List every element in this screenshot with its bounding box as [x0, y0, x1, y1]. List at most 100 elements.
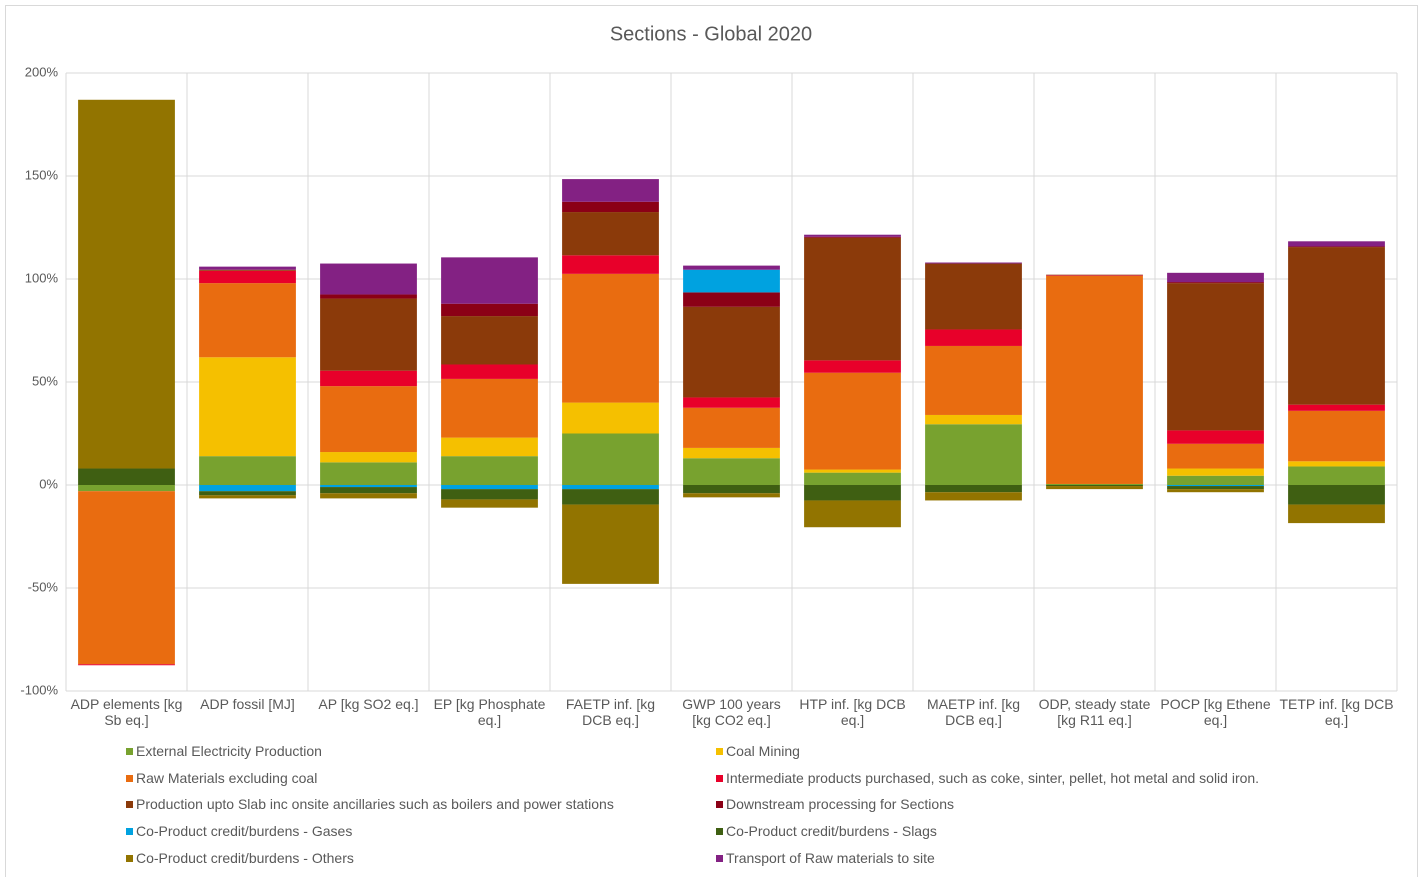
bar-segment — [804, 472, 901, 485]
bar-segment — [925, 424, 1022, 485]
bar-segment — [441, 378, 538, 438]
y-tick-label: -50% — [28, 579, 59, 594]
bar-segment — [320, 485, 417, 488]
bar-segment — [925, 414, 1022, 425]
bar-segment — [804, 500, 901, 528]
legend-item: Co-Product credit/burdens - Slags — [716, 823, 937, 839]
bar-segment — [199, 269, 296, 271]
legend-item: Raw Materials excluding coal — [126, 770, 317, 786]
bar-segment — [199, 283, 296, 358]
legend-marker — [126, 748, 133, 755]
bar-segment — [441, 456, 538, 485]
legend-marker — [716, 854, 723, 862]
bar-segment — [78, 491, 175, 665]
legend-marker — [126, 801, 133, 809]
bar-segment — [925, 492, 1022, 501]
bar-segment — [1046, 275, 1143, 276]
legend-marker — [716, 774, 723, 782]
bar-segment — [925, 485, 1022, 493]
legend-marker — [716, 801, 723, 809]
bar-segment — [1167, 486, 1264, 490]
bar-segment — [683, 407, 780, 448]
bar-segment — [562, 179, 659, 202]
chart-border — [5, 5, 1418, 877]
legend-item: Intermediate products purchased, such as… — [716, 770, 1259, 786]
bar-segment — [199, 270, 296, 284]
legend-item: Production upto Slab inc onsite ancillar… — [126, 796, 614, 812]
bar-segment — [320, 487, 417, 494]
bar-segment — [1046, 486, 1143, 490]
bar-segment — [1046, 275, 1143, 484]
y-tick-label: 100% — [25, 270, 59, 285]
bar-segment — [1046, 483, 1143, 485]
bar-segment — [804, 360, 901, 373]
x-tick-label: ODP, steady state [kg R11 eq.] — [1038, 696, 1151, 728]
bar-segment — [562, 485, 659, 490]
legend-label: Co-Product credit/burdens - Gases — [136, 823, 353, 840]
bar-segment — [1288, 461, 1385, 467]
bar-segment — [562, 489, 659, 505]
bar-segment — [1046, 485, 1143, 487]
y-tick-label: 50% — [32, 373, 58, 388]
x-tick-label: FAETP inf. [kg DCB eq.] — [565, 696, 656, 728]
legend-item: Coal Mining — [716, 743, 800, 759]
bar-segment — [441, 489, 538, 500]
legend-item: External Electricity Production — [126, 743, 322, 759]
legend-label: Transport of Raw materials to site — [726, 849, 935, 866]
bar-segment — [925, 263, 1022, 330]
y-tick-label: -100% — [20, 682, 58, 697]
bar-segment — [199, 266, 296, 270]
bar-segment — [1167, 283, 1264, 431]
bar-segment — [320, 263, 417, 295]
bar-segment — [320, 452, 417, 463]
bar-segment — [78, 664, 175, 666]
x-tick-label: TETP inf. [kg DCB eq.] — [1279, 696, 1394, 728]
bar-segment — [1167, 475, 1264, 485]
legend-marker — [126, 854, 133, 862]
bar-segment — [78, 485, 175, 492]
bar-segment — [1167, 272, 1264, 283]
bar-segment — [1167, 468, 1264, 476]
bar-segment — [78, 468, 175, 485]
bar-segment — [683, 447, 780, 459]
y-tick-label: 200% — [25, 64, 59, 79]
bar-segment — [1288, 485, 1385, 505]
legend-marker — [716, 748, 723, 755]
bar-segment — [683, 493, 780, 498]
bar-segment — [804, 469, 901, 473]
bar-segment — [441, 303, 538, 317]
bar-segment — [1288, 504, 1385, 524]
bar-segment — [925, 345, 1022, 415]
x-tick-label: HTP inf. [kg DCB eq.] — [799, 696, 906, 728]
bar-segment — [1288, 241, 1385, 247]
legend-item: Co-Product credit/burdens - Others — [126, 850, 354, 866]
bar-segment — [199, 495, 296, 499]
bar-segment — [1288, 466, 1385, 485]
bar-segment — [562, 402, 659, 434]
bar-segment — [320, 493, 417, 499]
bar-segment — [320, 370, 417, 387]
bar-segment — [1046, 274, 1143, 276]
x-tick-label: EP [kg Phosphate eq.] — [433, 696, 546, 728]
bar-segment — [683, 306, 780, 398]
bar-segment — [562, 201, 659, 213]
bar-segment — [925, 329, 1022, 346]
bar-segment — [683, 269, 780, 293]
legend-marker — [716, 828, 723, 836]
bar-segment — [1167, 430, 1264, 444]
bar-segment — [199, 357, 296, 457]
bar-segment — [562, 212, 659, 256]
bar-segment — [804, 237, 901, 361]
bar-segment — [1288, 246, 1385, 248]
bar-segment — [804, 236, 901, 238]
legend-label: Coal Mining — [726, 743, 800, 759]
bar-segment — [925, 262, 1022, 264]
bar-segment — [683, 485, 780, 494]
bar-segment — [1167, 489, 1264, 493]
legend-label: Co-Product credit/burdens - Others — [136, 849, 354, 866]
bar-segment — [441, 364, 538, 379]
bar-segment — [199, 456, 296, 485]
bar-segment — [804, 485, 901, 501]
bar-segment — [78, 99, 175, 469]
